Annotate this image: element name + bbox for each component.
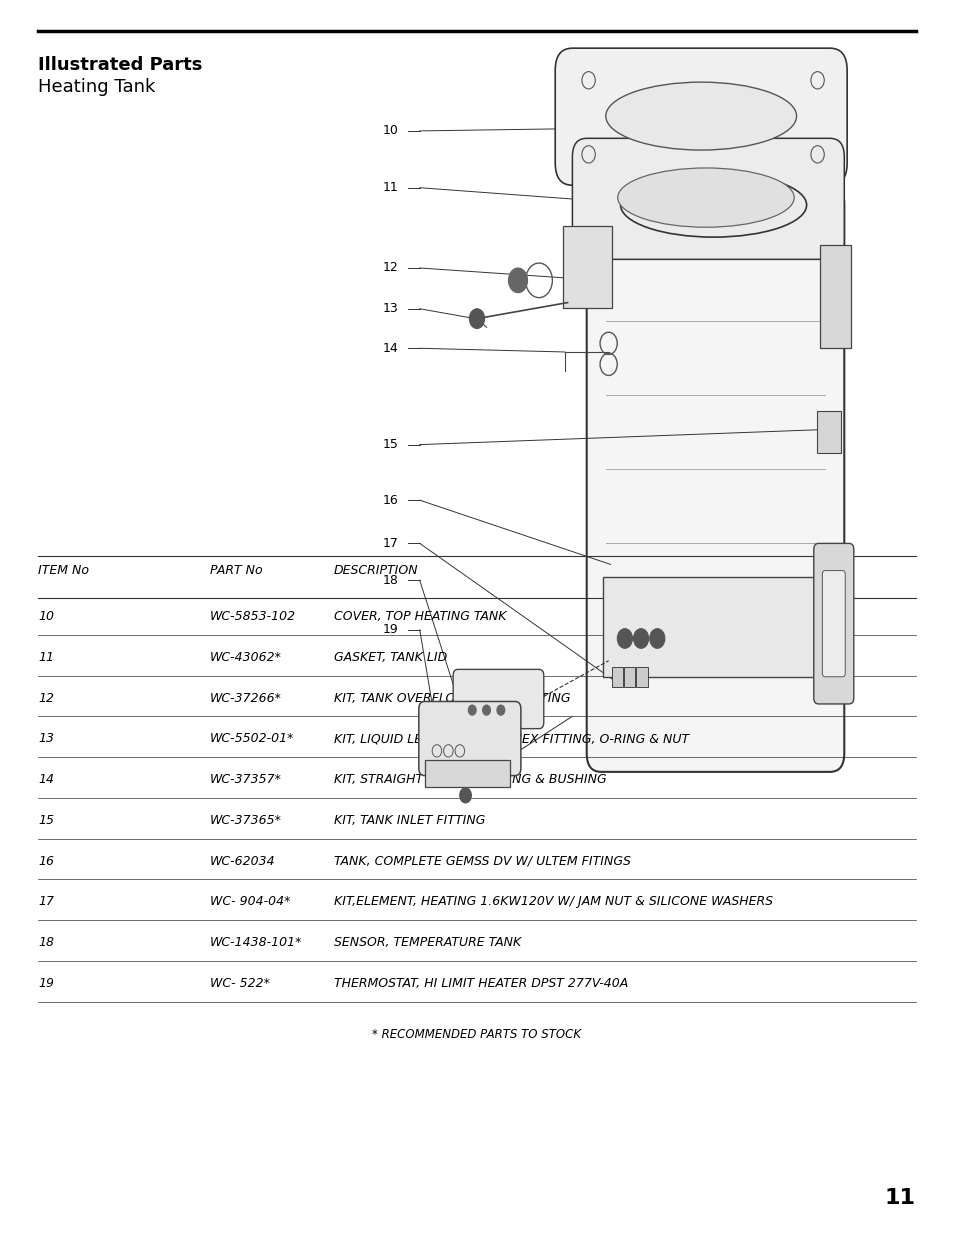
Circle shape [468,705,476,715]
Text: 11: 11 [38,651,54,664]
Text: SENSOR, TEMPERATURE TANK: SENSOR, TEMPERATURE TANK [334,936,520,950]
Text: PART No: PART No [210,564,262,578]
Circle shape [508,268,527,293]
Text: 16: 16 [382,494,398,506]
FancyBboxPatch shape [611,667,622,687]
Circle shape [497,705,504,715]
Text: 18: 18 [382,574,398,587]
Text: GASKET, TANK LID: GASKET, TANK LID [334,651,447,664]
Text: WC-62034: WC-62034 [210,855,275,868]
Circle shape [482,705,490,715]
Text: 12: 12 [382,262,398,274]
Text: Heating Tank: Heating Tank [38,78,155,96]
FancyBboxPatch shape [813,543,853,704]
Circle shape [459,788,471,803]
Text: 16: 16 [38,855,54,868]
Text: 19: 19 [382,624,398,636]
FancyBboxPatch shape [586,185,843,772]
Text: 13: 13 [382,303,398,315]
Text: 14: 14 [382,342,398,354]
Text: 17: 17 [382,537,398,550]
Text: DESCRIPTION: DESCRIPTION [334,564,418,578]
FancyBboxPatch shape [816,411,841,453]
Text: 15: 15 [382,438,398,451]
FancyBboxPatch shape [572,138,843,259]
Text: 10: 10 [382,125,398,137]
FancyBboxPatch shape [453,669,543,729]
FancyBboxPatch shape [820,245,850,348]
Text: KIT, TANK INLET FITTING: KIT, TANK INLET FITTING [334,814,485,827]
Text: Illustrated Parts: Illustrated Parts [38,56,202,74]
Text: 12: 12 [38,692,54,705]
Text: TANK, COMPLETE GEMSS DV W/ ULTEM FITINGS: TANK, COMPLETE GEMSS DV W/ ULTEM FITINGS [334,855,630,868]
Text: 11: 11 [884,1188,915,1208]
Text: WC- 522*: WC- 522* [210,977,270,990]
Text: WC-5502-01*: WC-5502-01* [210,732,294,746]
Ellipse shape [619,173,806,237]
Ellipse shape [618,168,793,227]
Text: COVER, TOP HEATING TANK: COVER, TOP HEATING TANK [334,610,506,624]
Text: 17: 17 [38,895,54,909]
Text: THERMOSTAT, HI LIMIT HEATER DPST 277V-40A: THERMOSTAT, HI LIMIT HEATER DPST 277V-40… [334,977,627,990]
Text: KIT, STRAIGHT PLASTIC FITTING & BUSHING: KIT, STRAIGHT PLASTIC FITTING & BUSHING [334,773,606,787]
Text: 15: 15 [38,814,54,827]
Text: WC-37266*: WC-37266* [210,692,281,705]
Ellipse shape [605,82,796,151]
Text: WC- 904-04*: WC- 904-04* [210,895,290,909]
Text: KIT,ELEMENT, HEATING 1.6KW120V W/ JAM NUT & SILICONE WASHERS: KIT,ELEMENT, HEATING 1.6KW120V W/ JAM NU… [334,895,772,909]
FancyBboxPatch shape [636,667,647,687]
Circle shape [633,629,648,648]
Circle shape [649,629,664,648]
FancyBboxPatch shape [562,226,612,308]
Text: 13: 13 [38,732,54,746]
FancyBboxPatch shape [418,701,520,776]
Text: 19: 19 [38,977,54,990]
FancyBboxPatch shape [821,571,844,677]
Text: WC-5853-102: WC-5853-102 [210,610,295,624]
Text: * RECOMMENDED PARTS TO STOCK: * RECOMMENDED PARTS TO STOCK [372,1028,581,1041]
Text: 10: 10 [38,610,54,624]
Text: WC-1438-101*: WC-1438-101* [210,936,302,950]
FancyBboxPatch shape [555,48,846,185]
Text: 18: 18 [38,936,54,950]
FancyBboxPatch shape [602,577,827,677]
FancyBboxPatch shape [425,760,510,787]
Text: 14: 14 [38,773,54,787]
Circle shape [617,629,632,648]
Text: KIT, LIQUID LEVEL PROBE W/HEX FITTING, O-RING & NUT: KIT, LIQUID LEVEL PROBE W/HEX FITTING, O… [334,732,688,746]
FancyBboxPatch shape [623,667,635,687]
Text: WC-37365*: WC-37365* [210,814,281,827]
Text: WC-37357*: WC-37357* [210,773,281,787]
Text: ITEM No: ITEM No [38,564,89,578]
Text: 11: 11 [382,182,398,194]
Circle shape [469,309,484,329]
Text: WC-43062*: WC-43062* [210,651,281,664]
Text: KIT, TANK OVERFLOW ELBOW FITTING: KIT, TANK OVERFLOW ELBOW FITTING [334,692,570,705]
